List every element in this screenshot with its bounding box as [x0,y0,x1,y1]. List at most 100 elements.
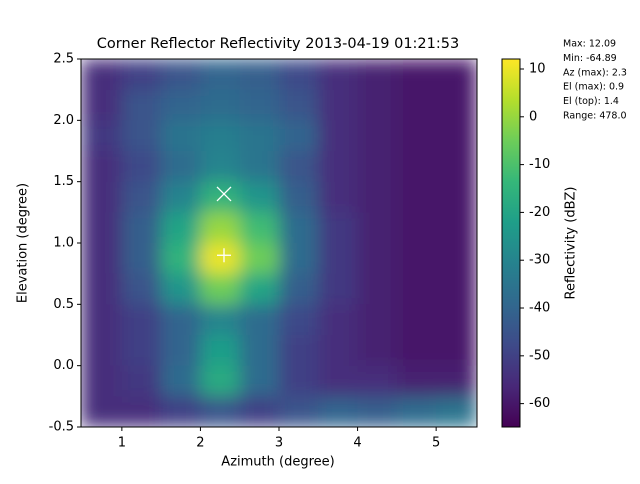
y-tick-label: 0.0 [53,358,74,373]
heatmap-cell [239,304,280,336]
heatmap-cell [161,273,201,305]
heatmap-cell [161,304,201,336]
heatmap-cell [239,365,280,397]
heatmap-cell [82,335,123,367]
heatmap-cell [318,120,359,152]
x-tick-label: 5 [432,436,440,451]
x-tick-label: 3 [275,436,283,451]
heatmap-cell [318,273,359,305]
heatmap-cell [436,243,476,275]
colorbar-label: Reflectivity (dBZ) [564,187,579,300]
heatmap-cell [318,181,359,213]
marker [217,248,231,263]
heatmap-cell [396,120,437,152]
heatmap-cell [161,243,201,275]
heatmap-cell [279,396,319,427]
heatmap-cell [357,59,398,91]
heatmap-cell [318,59,359,91]
heatmap-cell [318,151,359,183]
heatmap-cell [82,151,123,183]
heatmap-cell [82,243,123,275]
heatmap-cell [357,396,398,427]
heatmap-cell [279,212,319,244]
y-axis-label: Elevation (degree) [16,183,31,303]
heatmap-cell [82,396,123,427]
heatmap-cell [239,59,280,91]
heatmap-cell [436,273,476,305]
colorbar-tick-label: -20 [529,205,550,220]
heatmap-cell [279,273,319,305]
heatmap-cell [121,273,162,305]
heatmap-cell [121,243,162,275]
heatmap-cell [279,304,319,336]
heatmap-cell [396,212,437,244]
colorbar-tick-label: 10 [529,61,546,76]
colorbar-tick-label: -30 [529,253,550,268]
heatmap-cell [121,151,162,183]
heatmap-cell [200,365,241,397]
annotation: Max: 12.09 [563,39,616,50]
chart-title: Corner Reflector Reflectivity 2013-04-19… [97,36,459,52]
annotation: Min: -64.89 [563,53,617,64]
heatmap-cell [279,365,319,397]
heatmap-cell [200,243,241,275]
heatmap-cell [200,120,241,152]
heatmap-cell [200,151,241,183]
annotation: El (max): 0.9 [563,82,624,93]
heatmap-cell [357,365,398,397]
annotation: Range: 478.0 [563,111,627,122]
heatmap-cell [121,89,162,121]
heatmap-cell [161,396,201,427]
heatmap-cell [121,212,162,244]
heatmap-cell [161,335,201,367]
annotation: El (top): 1.4 [563,96,619,107]
heatmap-cell [436,120,476,152]
heatmap-cell [121,304,162,336]
heatmap-cell [318,335,359,367]
heatmap-cell [396,59,437,91]
heatmap-cell [279,243,319,275]
heatmap-cell [161,89,201,121]
heatmap-cell [121,181,162,213]
colorbar [501,58,521,428]
heatmap-cell [239,243,280,275]
heatmap-cell [396,181,437,213]
x-tick-label: 4 [353,436,361,451]
heatmap-cell [318,243,359,275]
annotation: Az (max): 2.3 [563,67,627,78]
heatmap-cell [318,396,359,427]
heatmap-cell [279,59,319,91]
heatmap-cell [318,365,359,397]
heatmap-cell [279,335,319,367]
heatmap-cell [200,89,241,121]
heatmap-cell [357,304,398,336]
heatmap-cell [357,212,398,244]
heatmap-cell [161,59,201,91]
heatmap-cell [239,396,280,427]
heatmap-cell [436,396,476,427]
heatmap-cell [200,304,241,336]
heatmap-cell [396,304,437,336]
heatmap-cell [82,304,123,336]
heatmap-cell [200,335,241,367]
y-tick-label: -0.5 [49,420,74,435]
marker [216,186,232,202]
colorbar-tick-label: 0 [529,109,537,124]
heatmap-cell [357,335,398,367]
heatmap-cell [161,212,201,244]
heatmap-cell [200,59,241,91]
heatmap-cell [200,396,241,427]
heatmap-cell [161,120,201,152]
heatmap-cell [357,243,398,275]
heatmap-cell [318,212,359,244]
marker-stroke [216,186,232,202]
x-tick-label: 2 [196,436,204,451]
heatmap-cell [357,120,398,152]
heatmap-cell [239,273,280,305]
y-tick-label: 2.0 [53,113,74,128]
heatmap-cell [436,151,476,183]
heatmap-cell [318,89,359,121]
heatmap-cell [82,365,123,397]
x-axis-label: Azimuth (degree) [221,455,334,470]
